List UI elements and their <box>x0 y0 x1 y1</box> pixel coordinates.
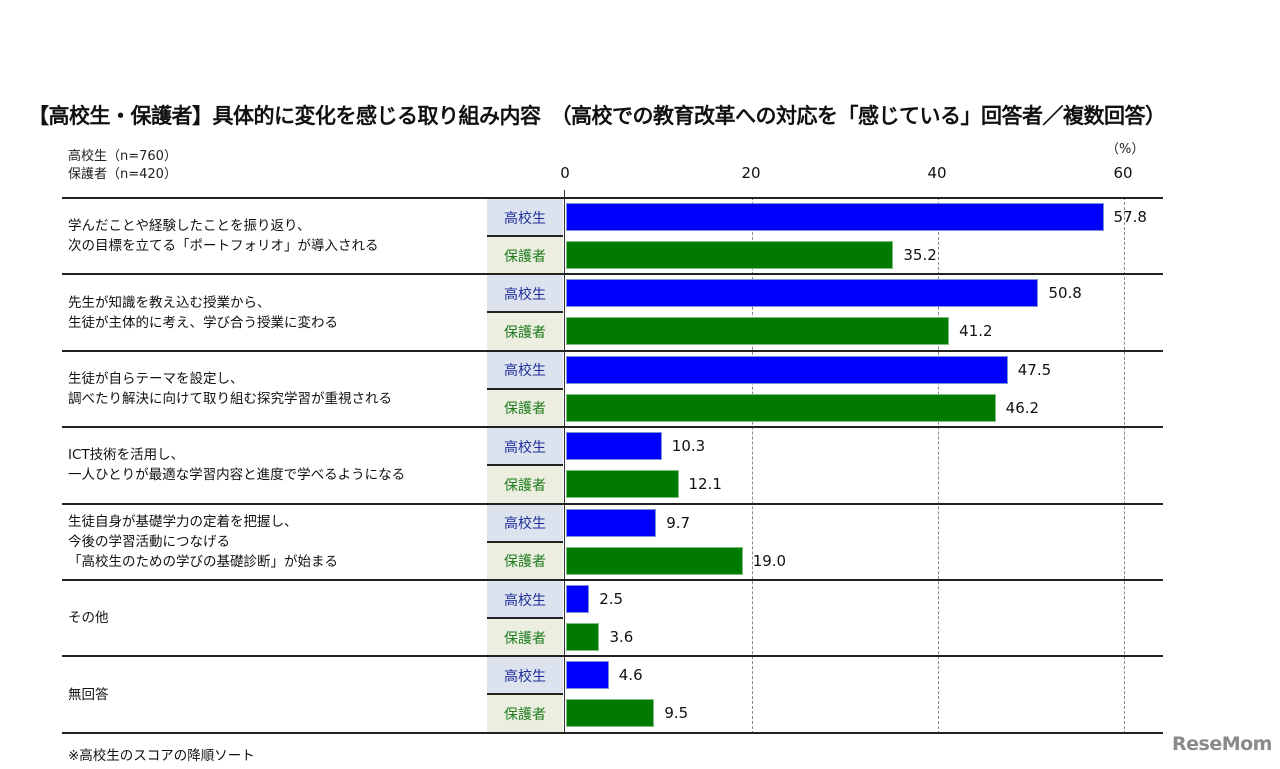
footnote: ※高校生のスコアの降順ソート <box>68 748 255 764</box>
value-label-students: 47.5 <box>1017 360 1052 379</box>
x-tick-label: 60 <box>1113 164 1133 182</box>
cell-divider <box>487 387 563 390</box>
row-separator <box>62 655 1163 658</box>
cell-divider <box>487 235 563 237</box>
category-text: ICT技術を活用し、 一人ひとりが最適な学習内容と進度で学べるようになる <box>68 447 406 484</box>
category-label: その他 <box>68 581 483 655</box>
bar-parents <box>566 470 679 499</box>
value-label-parents: 19.0 <box>752 551 787 570</box>
zero-axis-line <box>564 190 565 734</box>
row-separator <box>62 579 1163 581</box>
bar-students <box>566 585 590 613</box>
bar-parents <box>566 393 996 422</box>
series-label-parents: 保護者 <box>487 237 563 274</box>
series-label-students: 高校生 <box>487 351 563 389</box>
x-tick-label: 20 <box>741 164 761 182</box>
series-label-parents: 保護者 <box>487 542 563 580</box>
category-text: その他 <box>68 610 109 627</box>
x-tick-label: 0 <box>560 164 570 182</box>
gridline <box>938 197 939 734</box>
category-text: 生徒自身が基礎学力の定着を把握し、 今後の学習活動につなげる 「高校生のための学… <box>68 513 338 570</box>
value-label-parents: 35.2 <box>903 246 937 264</box>
sample-size-legend: 高校生（n=760） 保護者（n=420） <box>68 148 177 184</box>
series-label-parents: 保護者 <box>487 313 563 351</box>
n-students: 高校生（n=760） <box>68 149 177 164</box>
category-text: 学んだことや経験したことを振り返り、 次の目標を立てる「ポートフォリオ」が導入さ… <box>68 218 379 255</box>
gridline <box>752 197 753 734</box>
cell-divider <box>487 311 563 314</box>
bar-students <box>566 279 1039 308</box>
row-separator <box>62 273 1163 276</box>
category-label: 生徒自身が基礎学力の定着を把握し、 今後の学習活動につなげる 「高校生のための学… <box>68 505 483 579</box>
series-label-students: 高校生 <box>487 275 563 313</box>
bar-parents <box>566 699 655 728</box>
value-label-students: 9.7 <box>666 513 691 532</box>
row-separator <box>62 731 1163 734</box>
value-label-parents: 41.2 <box>959 322 993 341</box>
value-label-students: 57.8 <box>1113 208 1147 226</box>
value-label-parents: 12.1 <box>688 475 722 494</box>
row-separator <box>62 349 1163 352</box>
series-label-students: 高校生 <box>487 199 563 236</box>
unit-label: （%） <box>1106 142 1145 157</box>
category-label: 学んだことや経験したことを振り返り、 次の目標を立てる「ポートフォリオ」が導入さ… <box>68 199 483 273</box>
category-label: ICT技術を活用し、 一人ひとりが最適な学習内容と進度で学べるようになる <box>68 428 483 502</box>
series-label-parents: 保護者 <box>487 389 563 427</box>
series-label-students: 高校生 <box>487 581 563 618</box>
series-label-students: 高校生 <box>487 657 563 695</box>
category-label: 無回答 <box>68 657 483 731</box>
bar-parents <box>566 317 950 346</box>
bar-parents <box>566 241 894 269</box>
value-label-parents: 9.5 <box>664 704 689 723</box>
series-label-parents: 保護者 <box>487 695 563 733</box>
n-parents: 保護者（n=420） <box>68 167 177 182</box>
value-label-parents: 3.6 <box>609 628 634 646</box>
bar-students <box>566 203 1104 231</box>
bar-students <box>566 661 609 690</box>
value-label-students: 50.8 <box>1048 284 1082 303</box>
cell-divider <box>487 617 563 619</box>
x-tick-label: 40 <box>927 164 947 182</box>
series-label-parents: 保護者 <box>487 619 563 656</box>
value-label-parents: 46.2 <box>1005 398 1040 417</box>
category-label: 先生が知識を教え込む授業から、 生徒が主体的に考え、学び合う授業に変わる <box>68 275 483 349</box>
row-separator <box>62 197 1163 199</box>
category-text: 生徒が自らテーマを設定し、 調べたり解決に向けて取り組む探究学習が重視される <box>68 370 392 407</box>
series-label-students: 高校生 <box>487 428 563 466</box>
category-text: 無回答 <box>68 686 109 703</box>
bar-students <box>566 432 662 461</box>
gridline <box>1124 197 1125 734</box>
row-separator <box>62 426 1163 429</box>
chart-title: 【高校生・保護者】具体的に変化を感じる取り組み内容 （高校での教育改革への対応を… <box>28 104 1166 128</box>
bar-parents <box>566 623 600 651</box>
cell-divider <box>487 464 563 467</box>
value-label-students: 10.3 <box>671 437 706 456</box>
resemom-logo: ReseMom <box>1172 733 1272 755</box>
category-text: 先生が知識を教え込む授業から、 生徒が主体的に考え、学び合う授業に変わる <box>68 294 338 331</box>
value-label-students: 4.6 <box>618 666 643 685</box>
bar-parents <box>566 546 743 575</box>
value-label-students: 2.5 <box>599 590 624 608</box>
bar-students <box>566 508 657 537</box>
series-label-parents: 保護者 <box>487 466 563 504</box>
cell-divider <box>487 540 563 543</box>
series-label-students: 高校生 <box>487 504 563 542</box>
category-label: 生徒が自らテーマを設定し、 調べたり解決に向けて取り組む探究学習が重視される <box>68 352 483 426</box>
row-separator <box>62 502 1163 505</box>
cell-divider <box>487 693 563 696</box>
bar-students <box>566 355 1008 384</box>
